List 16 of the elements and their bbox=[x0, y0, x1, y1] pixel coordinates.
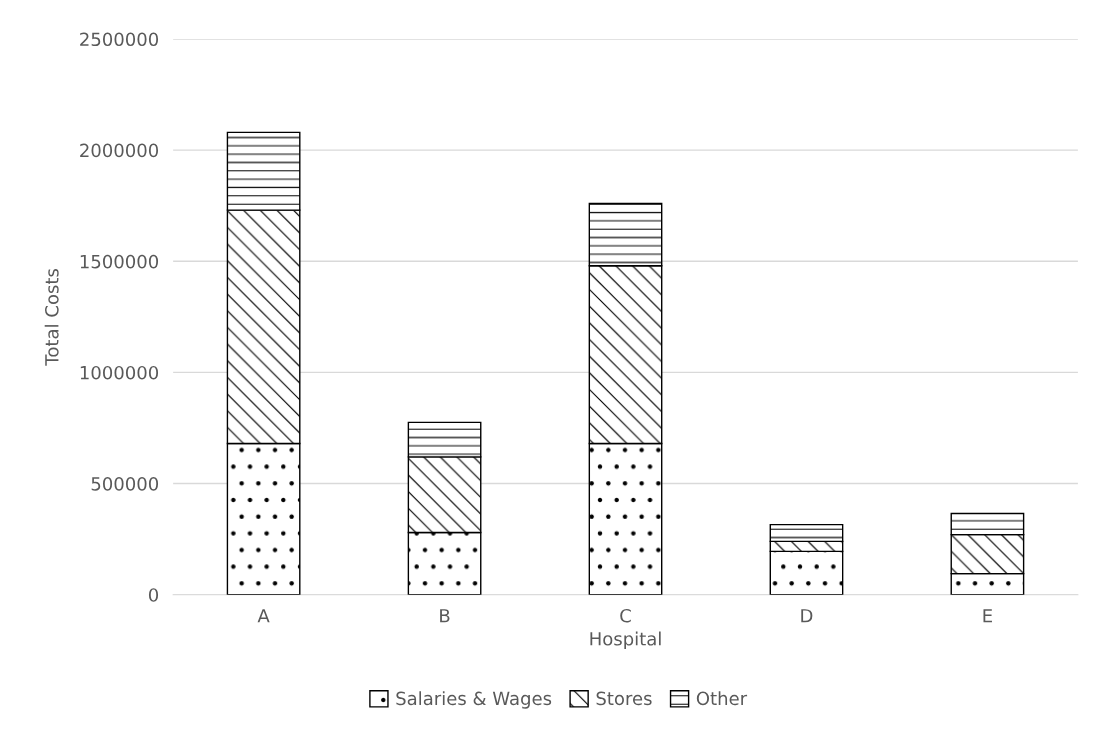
y-tick-label: 2500000 bbox=[80, 32, 159, 47]
legend-label: Salaries & Wages bbox=[396, 691, 552, 709]
y-tick-label: 0 bbox=[148, 588, 159, 602]
y-tick-label: 1000000 bbox=[80, 365, 159, 380]
y-tick-label: 500000 bbox=[91, 477, 159, 491]
x-tick-label: B bbox=[440, 609, 450, 623]
legend-label: Other bbox=[696, 691, 748, 706]
legend-label: Stores bbox=[596, 691, 652, 706]
x-tick-label: E bbox=[983, 609, 992, 623]
x-tick-label: C bbox=[620, 608, 631, 623]
x-tick-label: A bbox=[257, 609, 270, 623]
y-tick-label: 1500000 bbox=[80, 254, 159, 269]
y-tick-label: 2000000 bbox=[80, 143, 159, 158]
x-tick-label: D bbox=[801, 609, 813, 623]
y-axis-title: Total Costs bbox=[44, 269, 59, 366]
x-axis-title: Hospital bbox=[590, 631, 661, 650]
